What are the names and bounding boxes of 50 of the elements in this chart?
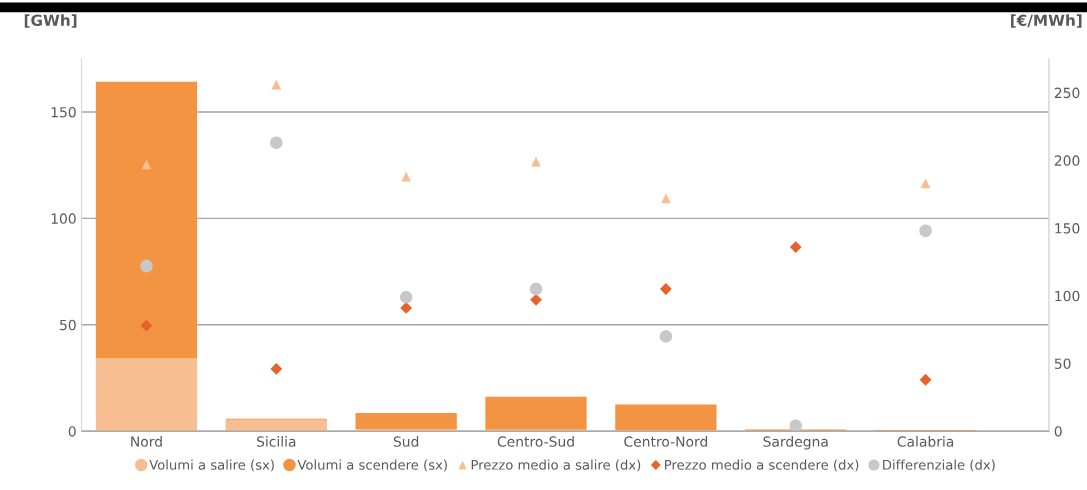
y2-tick-label: 50 — [1054, 358, 1071, 369]
point — [140, 259, 153, 273]
point — [661, 193, 671, 204]
y2-tick-label: 100 — [1055, 290, 1080, 302]
x-tick-label: Calabria — [897, 436, 954, 447]
y2-tick-label: 0 — [1054, 426, 1062, 437]
bar — [615, 404, 717, 430]
x-tick-label: Sardegna — [763, 436, 828, 450]
legend-label: Volumi a scendere (sx) — [297, 459, 447, 472]
bar — [225, 419, 327, 432]
y-tick-label: 150 — [51, 106, 76, 118]
point — [401, 171, 412, 182]
point — [270, 363, 283, 375]
point — [659, 330, 673, 343]
x-tick-label: Sicilia — [257, 436, 296, 447]
bar — [355, 429, 457, 432]
y-axis-title: [GWh] — [24, 14, 77, 28]
x-tick-label: Centro-Nord — [624, 436, 708, 447]
y2-tick-label: 250 — [1054, 87, 1080, 99]
x-tick-label: Sud — [393, 436, 419, 447]
x-tick-label: Nord — [131, 436, 162, 447]
y-tick-label: 0 — [68, 426, 76, 437]
point — [920, 178, 931, 189]
point — [919, 373, 932, 386]
bar — [355, 412, 457, 430]
bar — [95, 358, 198, 432]
point — [789, 419, 802, 432]
point — [399, 290, 413, 304]
x-tick-label: Centro-Sud — [497, 436, 574, 447]
y2-axis-title: [€/MWh] — [1011, 14, 1082, 28]
point — [140, 319, 153, 332]
y2-tick-label: 150 — [1055, 223, 1080, 234]
y2-tick-label: 200 — [1054, 155, 1080, 166]
y-tick-label: 50 — [60, 319, 76, 331]
point — [531, 156, 541, 167]
bar — [485, 396, 587, 430]
point — [400, 302, 413, 314]
point — [919, 224, 932, 238]
point — [141, 159, 152, 170]
point — [529, 282, 543, 296]
legend-label: Prezzo medio a scendere (dx) — [665, 459, 859, 472]
legend-label: Volumi a salire (sx) — [149, 459, 274, 472]
bar — [95, 81, 198, 359]
point — [659, 283, 672, 295]
point — [789, 241, 802, 253]
legend-label: Prezzo medio a salire (dx) — [471, 459, 641, 472]
point — [270, 136, 283, 150]
legend-label: Differenziale (dx) — [883, 459, 995, 472]
y-tick-label: 100 — [51, 213, 76, 224]
point — [271, 79, 282, 90]
